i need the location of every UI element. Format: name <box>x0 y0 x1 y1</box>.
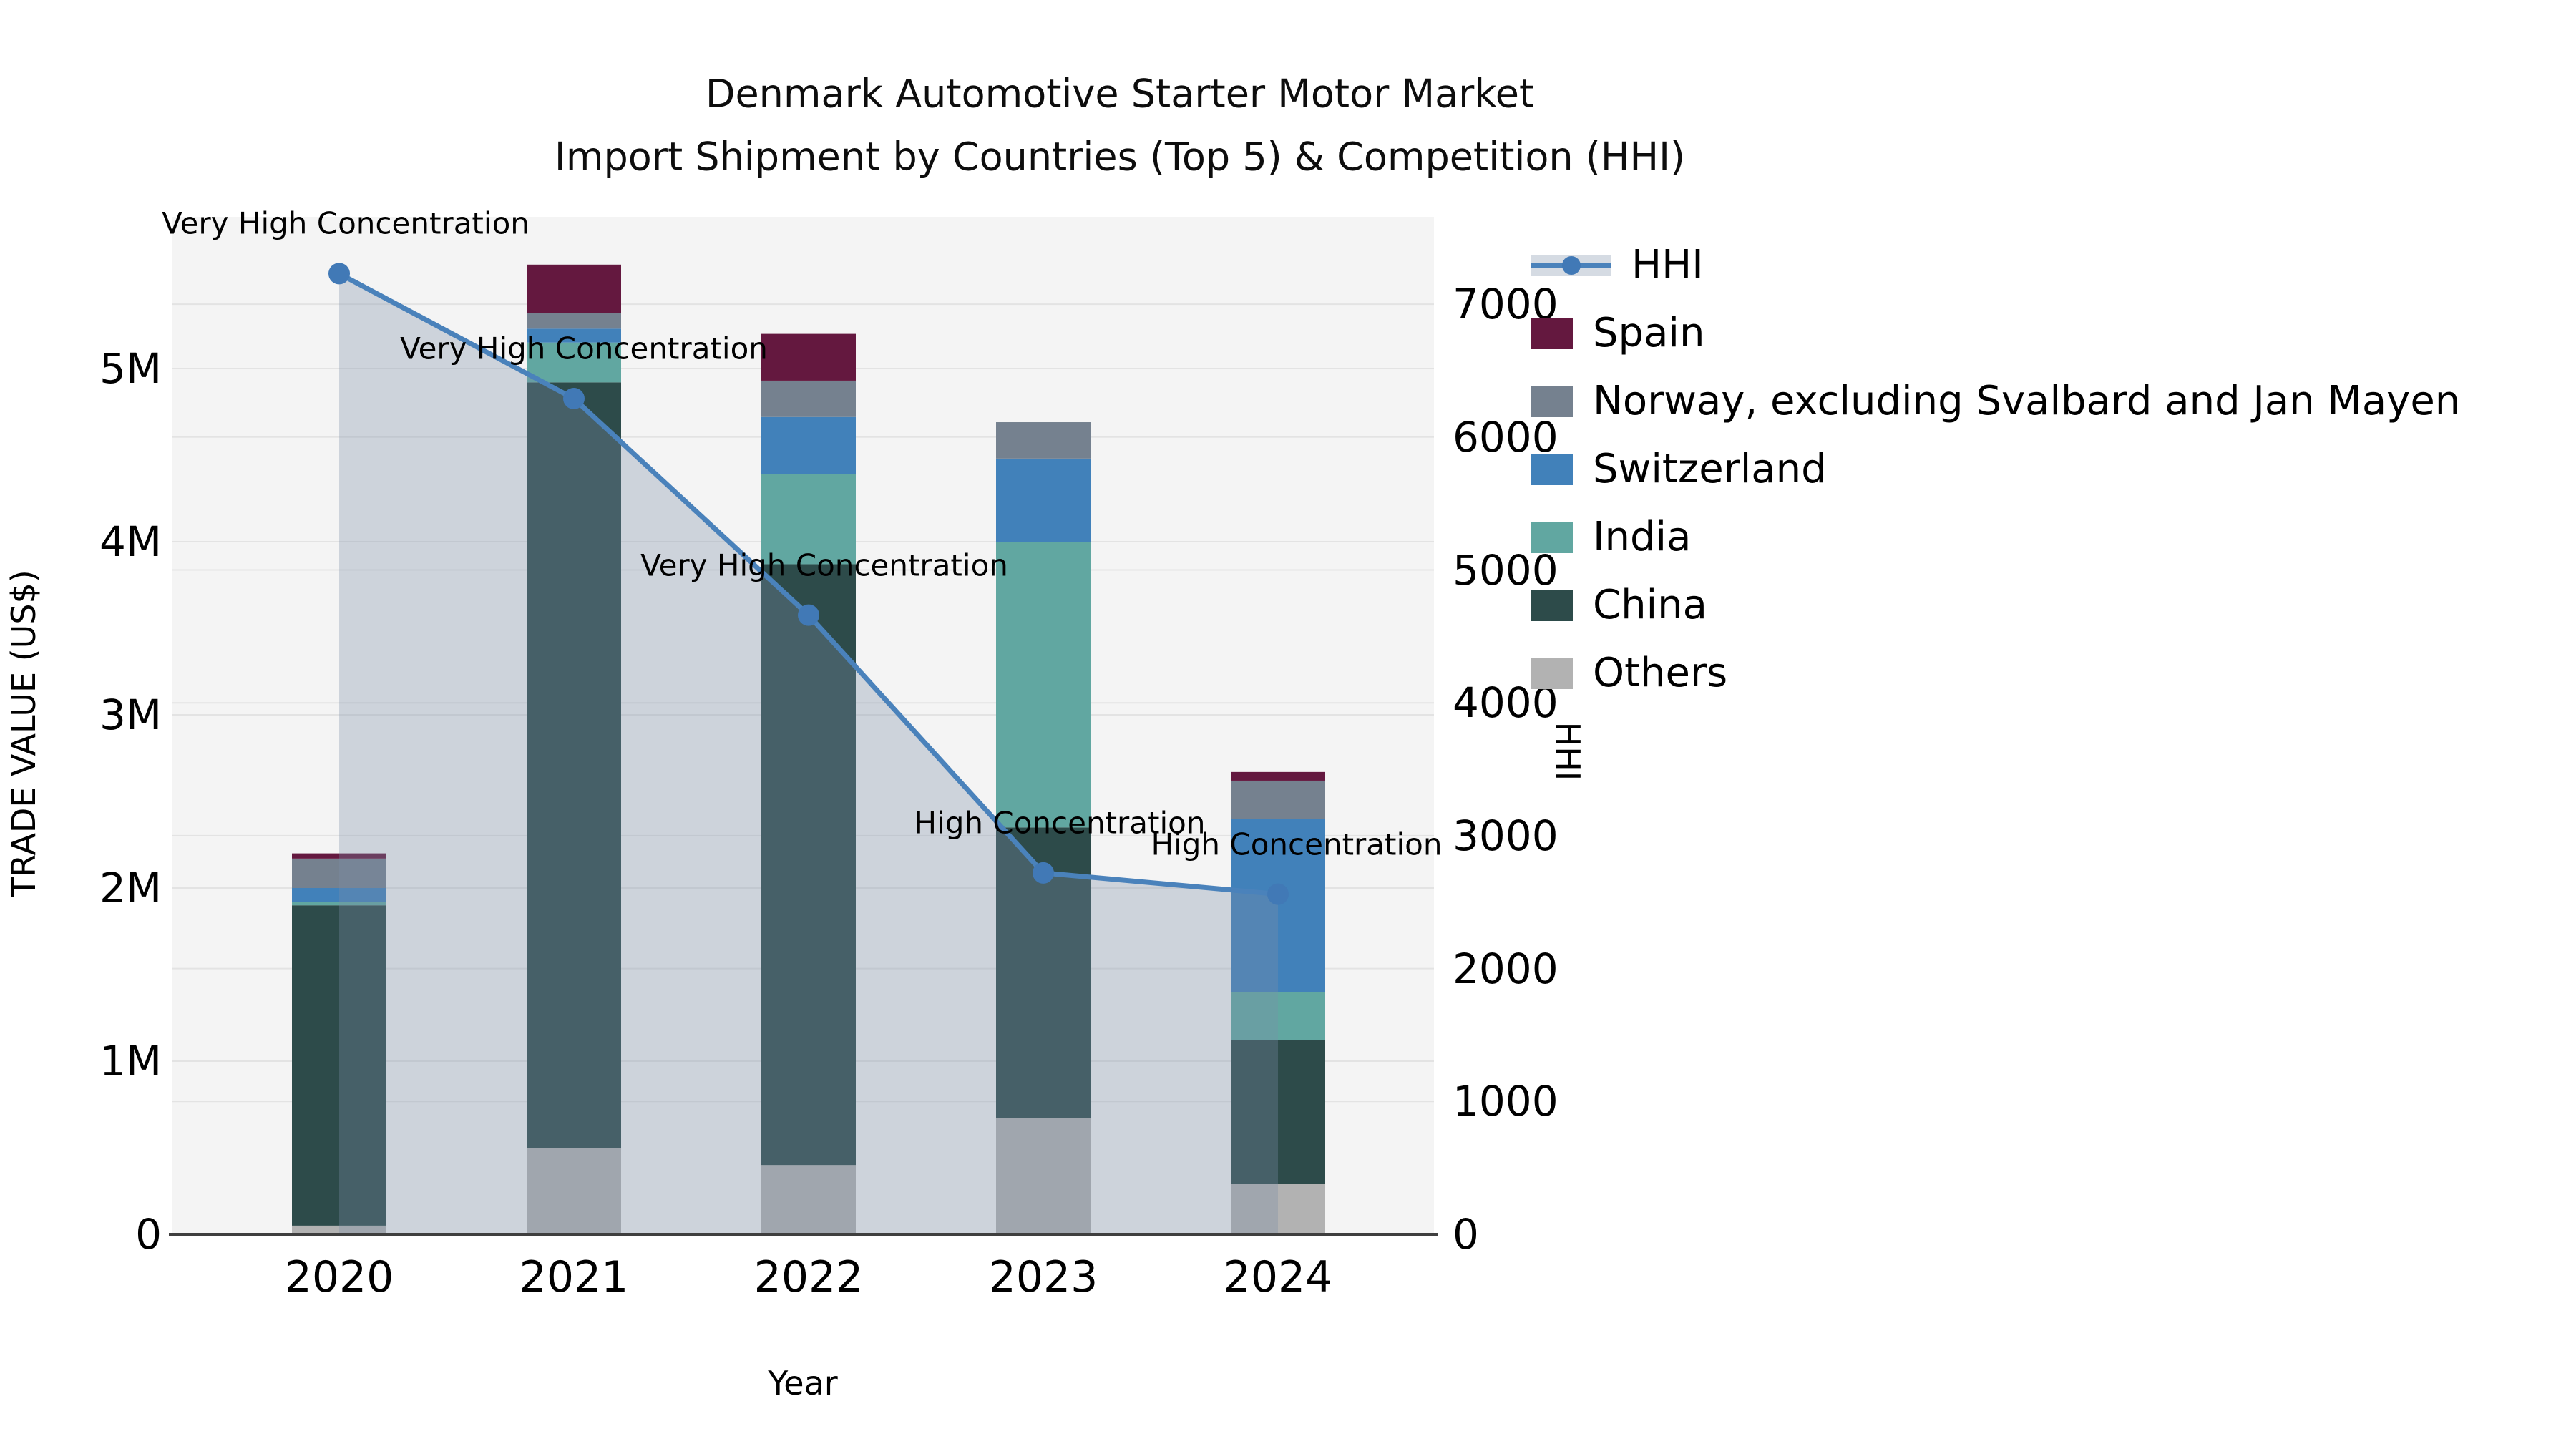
x-tick-2021: 2021 <box>519 1252 629 1302</box>
legend-color-swatch <box>1531 657 1573 689</box>
legend-label: Others <box>1593 650 1728 696</box>
annotation-2024: High Concentration <box>1151 826 1443 862</box>
legend-item-hhi: HHI <box>1531 242 1704 288</box>
x-tick-2023: 2023 <box>988 1252 1098 1302</box>
legend-item-china: China <box>1531 582 1707 628</box>
legend-label: Norway, excluding Svalbard and Jan Mayen <box>1593 378 2461 424</box>
y-right-tick-6000: 6000 <box>1453 412 1558 462</box>
annotation-2023: High Concentration <box>914 805 1206 841</box>
legend-color-swatch <box>1531 453 1573 485</box>
x-tick-2022: 2022 <box>753 1252 864 1302</box>
bar-segment-2022-others <box>761 1165 856 1234</box>
legend-label: India <box>1593 514 1692 560</box>
y-left-tick-0: 0 <box>135 1210 162 1259</box>
y-left-tick-3M: 3M <box>99 691 162 739</box>
bar-segment-2020-spain <box>292 853 386 859</box>
annotation-2022: Very High Concentration <box>640 547 1008 583</box>
bar-segment-2021-china <box>527 382 621 1148</box>
hhi-marker-2022 <box>798 604 819 626</box>
y-right-tick-2000: 2000 <box>1453 944 1558 993</box>
y-left-tick-4M: 4M <box>99 517 162 566</box>
bar-segment-2022-spain <box>761 333 856 381</box>
x-axis-label: Year <box>768 1364 838 1402</box>
bar-segment-2024-norway-excluding-svalbard-and-jan-mayen <box>1231 780 1325 819</box>
bar-segment-2020-india <box>292 902 386 906</box>
x-tick-2020: 2020 <box>284 1252 394 1302</box>
y-left-tick-2M: 2M <box>99 864 162 912</box>
bar-segment-2020-switzerland <box>292 888 386 902</box>
hhi-line-swatch <box>1531 254 1611 276</box>
bar-segment-2023-norway-excluding-svalbard-and-jan-mayen <box>996 422 1091 459</box>
bar-segment-2024-spain <box>1231 771 1325 781</box>
bar-segment-2021-switzerland <box>527 328 621 343</box>
legend-item-spain: Spain <box>1531 310 1704 356</box>
bar-segment-2021-norway-excluding-svalbard-and-jan-mayen <box>527 313 621 329</box>
bar-segment-2021-others <box>527 1148 621 1234</box>
bar-segment-2024-others <box>1231 1184 1325 1234</box>
legend-color-swatch <box>1531 317 1573 349</box>
y-right-tick-3000: 3000 <box>1453 811 1558 860</box>
legend-label: Switzerland <box>1593 446 1827 492</box>
chart-title-line2: Import Shipment by Countries (Top 5) & C… <box>554 134 1686 180</box>
bar-segment-2021-india <box>527 342 621 383</box>
bar-segment-2023-others <box>996 1118 1091 1234</box>
legend-item-others: Others <box>1531 650 1727 696</box>
legend-color-swatch <box>1531 385 1573 417</box>
legend-item-switzerland: Switzerland <box>1531 446 1827 492</box>
x-tick-2024: 2024 <box>1223 1252 1333 1302</box>
hhi-marker-2023 <box>1033 862 1054 884</box>
legend-label: Spain <box>1593 310 1705 356</box>
bar-segment-2022-switzerland <box>761 416 856 474</box>
bar-segment-2023-india <box>996 542 1091 828</box>
bar-segment-2024-china <box>1231 1040 1325 1184</box>
y-axis-right-label: HHI <box>1548 721 1587 781</box>
bar-segment-2022-china <box>761 564 856 1166</box>
bar-segment-2022-india <box>761 474 856 565</box>
bar-segment-2023-switzerland <box>996 458 1091 542</box>
annotation-2021: Very High Concentration <box>400 331 768 366</box>
bar-segment-2021-spain <box>527 264 621 313</box>
bar-segment-2020-others <box>292 1225 386 1234</box>
hhi-marker-2024 <box>1267 883 1289 905</box>
y-right-tick-0: 0 <box>1453 1210 1479 1259</box>
legend-color-swatch <box>1531 521 1573 553</box>
bar-segment-2024-india <box>1231 992 1325 1040</box>
legend-label: China <box>1593 582 1707 628</box>
y-left-tick-1M: 1M <box>99 1037 162 1085</box>
bar-segment-2020-china <box>292 905 386 1226</box>
hhi-marker-2020 <box>328 263 350 285</box>
y-right-tick-1000: 1000 <box>1453 1077 1558 1126</box>
bar-segment-2020-norway-excluding-svalbard-and-jan-mayen <box>292 858 386 888</box>
hhi-area-fill <box>339 273 1278 1234</box>
y-right-tick-5000: 5000 <box>1453 545 1558 595</box>
y-left-tick-5M: 5M <box>99 344 162 393</box>
legend-item-india: India <box>1531 514 1691 560</box>
annotation-2020: Very High Concentration <box>162 205 530 241</box>
bar-segment-2022-norway-excluding-svalbard-and-jan-mayen <box>761 380 856 417</box>
chart-title-line1: Denmark Automotive Starter Motor Market <box>705 71 1535 117</box>
legend-label: HHI <box>1631 242 1704 288</box>
bar-segment-2024-switzerland <box>1231 819 1325 992</box>
hhi-marker-2021 <box>563 387 585 409</box>
legend-item-norway-excluding-svalbard-and-jan-mayen: Norway, excluding Svalbard and Jan Mayen <box>1531 378 2460 424</box>
legend-color-swatch <box>1531 589 1573 621</box>
